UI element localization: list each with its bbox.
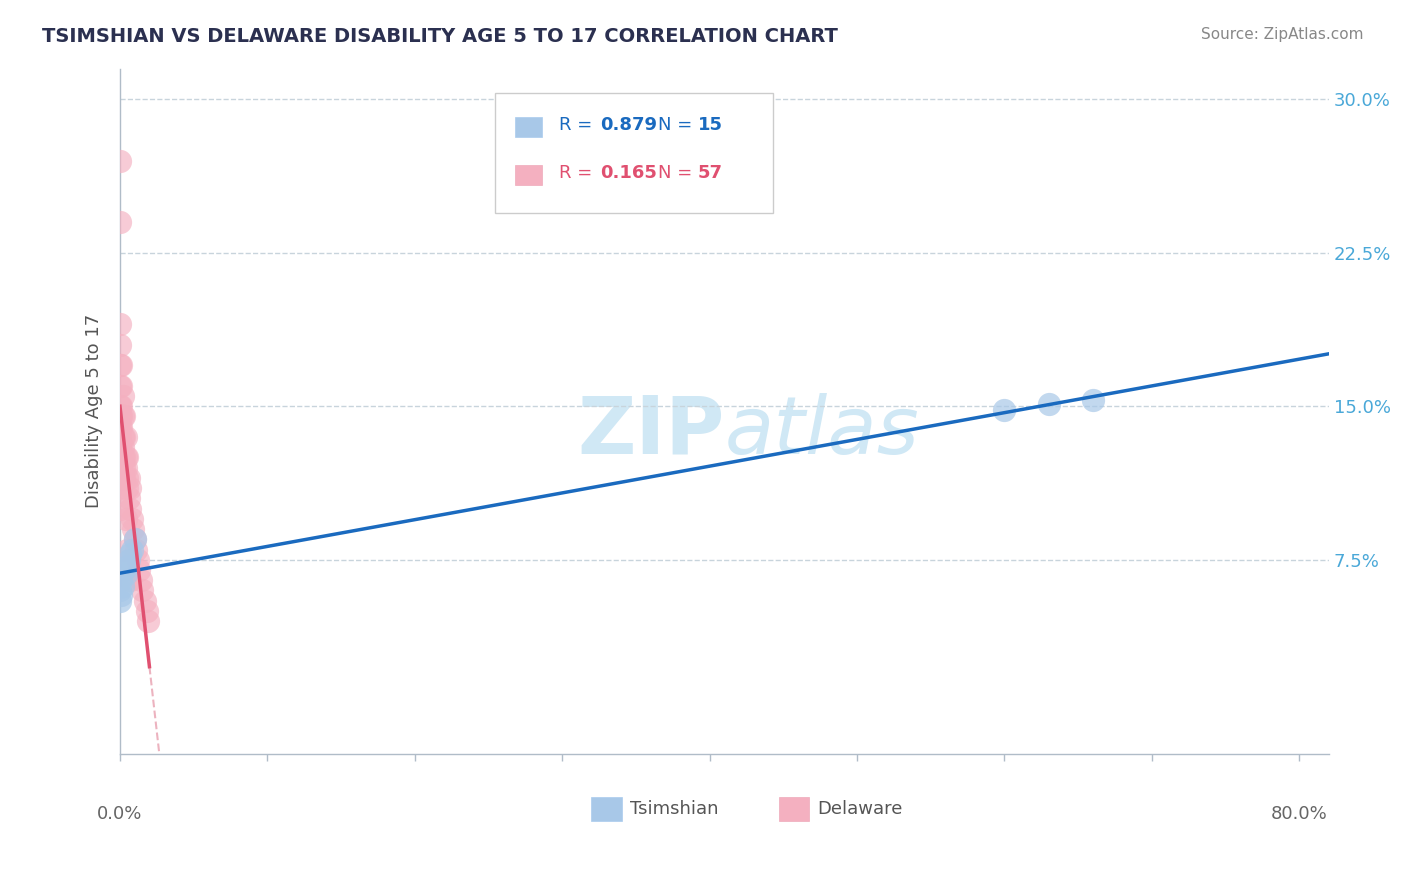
Point: [993, 403, 1015, 417]
Text: Delaware: Delaware: [817, 800, 903, 818]
Point: [108, 399, 131, 413]
Point: [124, 533, 146, 547]
Point: [120, 501, 142, 516]
Point: [129, 573, 152, 587]
Point: [108, 460, 131, 475]
Point: [108, 318, 131, 332]
Point: [108, 430, 131, 444]
Point: [122, 522, 145, 536]
Point: [111, 440, 134, 454]
Point: [108, 450, 131, 465]
Point: [110, 419, 132, 434]
Point: [112, 409, 135, 424]
Text: Source: ZipAtlas.com: Source: ZipAtlas.com: [1201, 27, 1364, 42]
Point: [111, 450, 134, 465]
Point: [125, 542, 148, 557]
Point: [108, 215, 131, 229]
Point: [127, 553, 149, 567]
Point: [112, 430, 135, 444]
Point: [108, 501, 131, 516]
Point: [108, 440, 131, 454]
Text: TSIMSHIAN VS DELAWARE DISABILITY AGE 5 TO 17 CORRELATION CHART: TSIMSHIAN VS DELAWARE DISABILITY AGE 5 T…: [42, 27, 838, 45]
Point: [110, 471, 132, 485]
FancyBboxPatch shape: [515, 118, 541, 137]
Point: [110, 573, 132, 587]
Point: [117, 471, 139, 485]
Text: R =: R =: [558, 117, 598, 135]
Point: [110, 399, 132, 413]
Point: [110, 409, 132, 424]
Text: Tsimshian: Tsimshian: [630, 800, 718, 818]
Point: [108, 481, 131, 495]
Point: [108, 153, 131, 168]
Point: [120, 481, 142, 495]
Point: [115, 567, 138, 582]
Text: R =: R =: [558, 164, 598, 183]
Point: [112, 471, 135, 485]
Point: [117, 542, 139, 557]
Point: [135, 604, 157, 618]
Text: 0.165: 0.165: [600, 164, 657, 183]
Point: [112, 460, 135, 475]
Point: [120, 573, 142, 587]
Text: 15: 15: [697, 117, 723, 135]
FancyBboxPatch shape: [592, 797, 621, 822]
Point: [136, 614, 159, 628]
Point: [124, 533, 146, 547]
FancyBboxPatch shape: [495, 93, 773, 212]
Text: 57: 57: [697, 164, 723, 183]
Point: [118, 553, 141, 567]
Point: [108, 583, 131, 598]
Text: N =: N =: [658, 164, 697, 183]
Point: [1081, 393, 1104, 408]
Point: [128, 563, 150, 577]
Text: N =: N =: [658, 117, 697, 135]
Point: [115, 450, 138, 465]
Point: [111, 471, 134, 485]
Point: [111, 409, 134, 424]
Text: atlas: atlas: [724, 393, 920, 471]
Y-axis label: Disability Age 5 to 17: Disability Age 5 to 17: [86, 314, 103, 508]
Text: 0.0%: 0.0%: [97, 805, 142, 823]
FancyBboxPatch shape: [515, 166, 541, 185]
Point: [121, 542, 143, 557]
Point: [115, 460, 138, 475]
Point: [131, 583, 153, 598]
Point: [108, 593, 131, 607]
Point: [120, 547, 142, 561]
Point: [108, 359, 131, 373]
Point: [111, 389, 134, 403]
Point: [117, 450, 139, 465]
Point: [118, 471, 141, 485]
Point: [108, 409, 131, 424]
Point: [110, 359, 132, 373]
Point: [117, 558, 139, 573]
Point: [118, 491, 141, 506]
Point: [115, 512, 138, 526]
Point: [108, 419, 131, 434]
Point: [117, 481, 139, 495]
FancyBboxPatch shape: [779, 797, 808, 822]
Text: 0.879: 0.879: [600, 117, 657, 135]
Point: [121, 512, 143, 526]
Point: [108, 338, 131, 352]
Point: [118, 553, 141, 567]
Point: [108, 378, 131, 392]
Text: 80.0%: 80.0%: [1271, 805, 1327, 823]
Point: [110, 378, 132, 392]
Point: [110, 588, 132, 602]
Text: ZIP: ZIP: [576, 393, 724, 471]
Point: [115, 430, 138, 444]
Point: [1038, 397, 1060, 411]
Point: [111, 579, 134, 593]
Point: [112, 450, 135, 465]
Point: [111, 430, 134, 444]
Point: [134, 593, 156, 607]
Point: [112, 563, 135, 577]
